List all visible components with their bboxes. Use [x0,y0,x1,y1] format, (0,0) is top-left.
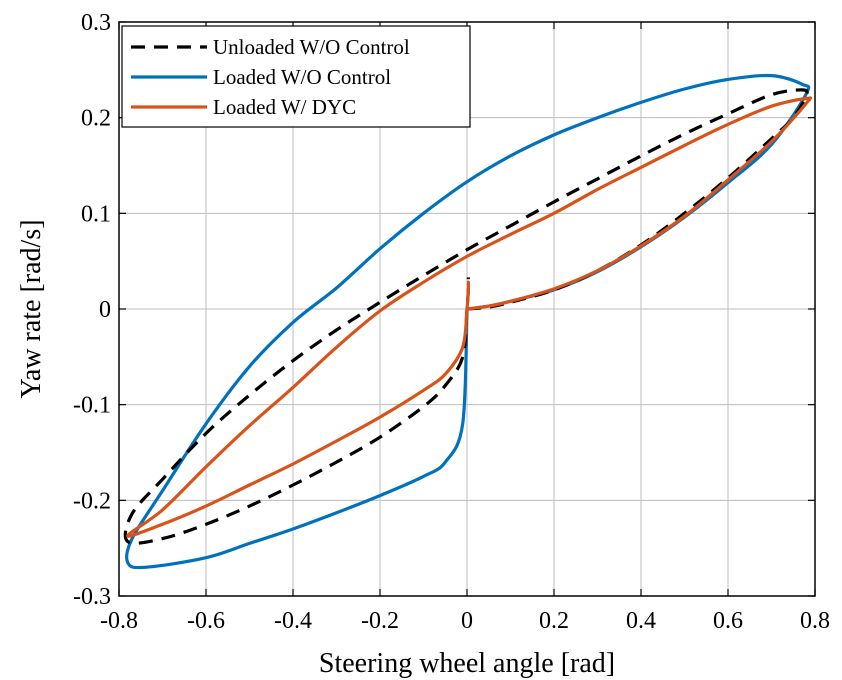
series-line-unloaded [123,88,809,545]
x-tick-label: 0.2 [539,608,569,634]
x-tick-label: -0.2 [361,608,399,634]
legend-label-dyc: Loaded W/ DYC [213,95,356,119]
x-tick-label: -0.4 [274,608,312,634]
series-line-dyc [126,96,813,538]
legend: Unloaded W/O Control Loaded W/O Control … [121,25,471,128]
y-axis-label: Yaw rate [rad/s] [16,219,47,398]
y-tick-label: 0.3 [81,10,111,36]
legend-label-unloaded: Unloaded W/O Control [213,35,410,59]
y-tick-label: -0.1 [73,393,111,419]
x-tick-label: 0.4 [626,608,656,634]
x-tick-label: 0.8 [800,608,830,634]
y-tick-label: 0.1 [81,201,111,227]
y-tick-label: -0.3 [73,584,111,610]
x-axis-label: Steering wheel angle [rad] [319,648,615,679]
series-layer [123,73,813,570]
y-tick-label: 0 [99,297,111,323]
x-tick-label: 0.6 [713,608,743,634]
x-tick-label: 0 [461,608,473,634]
x-tick-label: -0.8 [100,608,138,634]
legend-label-loaded: Loaded W/O Control [213,65,391,89]
ticks: -0.8 -0.6 -0.4 -0.2 0 0.2 0.4 0.6 0.8 -0.3 -0.2 -0.… [73,10,830,634]
y-tick-label: 0.2 [81,106,111,132]
x-tick-label: -0.6 [187,608,225,634]
y-tick-label: -0.2 [73,488,111,514]
